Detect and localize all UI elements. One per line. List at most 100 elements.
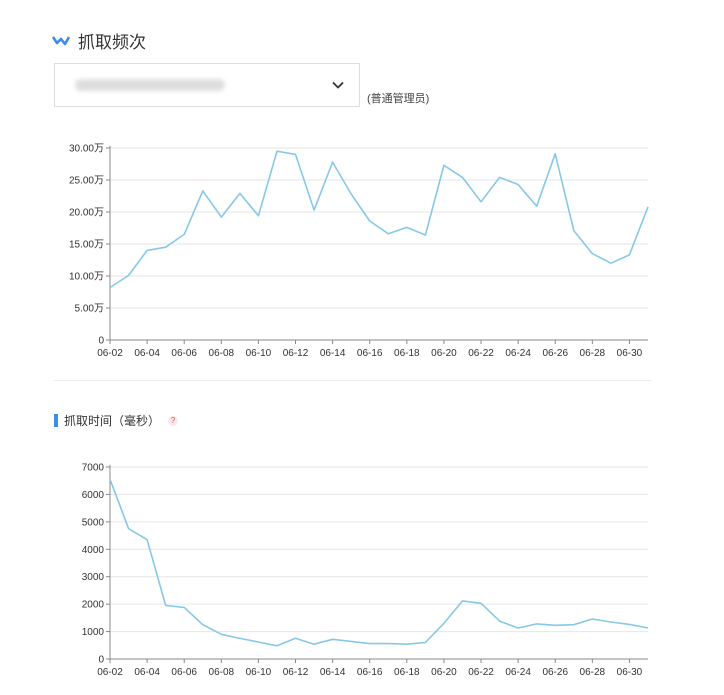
x-tick-label: 06-20: [431, 667, 457, 678]
x-tick-label: 06-24: [505, 348, 531, 359]
x-tick-label: 06-26: [542, 348, 568, 359]
crawl-frequency-chart: 0 5.00万 10.00万 15.00万 20.00万 25.00万 30.00万 06-0…: [69, 144, 650, 359]
freq-data-point[interactable]: [164, 245, 168, 249]
y-tick-label: 5.00万: [75, 304, 104, 315]
x-tick-label: 06-24: [505, 667, 531, 678]
y-tick-label: 5000: [82, 517, 105, 528]
x-tick-label: 06-16: [357, 348, 383, 359]
freq-data-point[interactable]: [553, 152, 557, 156]
freq-data-point[interactable]: [312, 208, 316, 212]
section-marker: [54, 414, 58, 427]
time-data-point[interactable]: [405, 642, 409, 646]
freq-data-point[interactable]: [572, 229, 576, 233]
x-tick-label: 06-08: [209, 667, 235, 678]
x-tick-label: 06-22: [468, 348, 494, 359]
freq-data-point[interactable]: [368, 219, 372, 223]
time-data-point[interactable]: [535, 622, 539, 626]
x-tick-label: 06-06: [171, 348, 197, 359]
y-tick-label: 25.00万: [69, 176, 104, 187]
freq-data-point[interactable]: [331, 160, 335, 164]
x-tick-label: 06-10: [246, 667, 272, 678]
time-data-point[interactable]: [294, 636, 298, 640]
freq-data-point[interactable]: [294, 152, 298, 156]
help-icon[interactable]: ?: [168, 415, 179, 426]
freq-data-point[interactable]: [516, 182, 520, 186]
time-data-point[interactable]: [553, 623, 557, 627]
crawl-time-chart: 0 1000 2000 3000 4000 5000 6000 7000 06-02 06-04 0…: [82, 463, 650, 678]
freq-data-point[interactable]: [386, 232, 390, 236]
time-data-point[interactable]: [108, 477, 112, 481]
y-tick-label: 2000: [82, 600, 105, 611]
time-data-point[interactable]: [127, 527, 131, 531]
freq-data-point[interactable]: [460, 175, 464, 179]
time-data-point[interactable]: [498, 619, 502, 623]
time-data-point[interactable]: [609, 620, 613, 624]
freq-data-point[interactable]: [145, 248, 149, 252]
freq-data-point[interactable]: [590, 252, 594, 256]
x-tick-label: 06-02: [97, 348, 123, 359]
time-data-point[interactable]: [219, 632, 223, 636]
time-data-point[interactable]: [460, 599, 464, 603]
freq-data-point[interactable]: [127, 273, 131, 277]
freq-data-point[interactable]: [535, 204, 539, 208]
time-data-point[interactable]: [164, 604, 168, 608]
chart-logo-icon: [52, 35, 70, 45]
freq-data-point[interactable]: [275, 149, 279, 153]
x-tick-label: 06-14: [320, 667, 346, 678]
y-tick-label: 1000: [82, 627, 105, 638]
freq-data-point[interactable]: [182, 232, 186, 236]
time-data-point[interactable]: [516, 626, 520, 630]
freq-data-point[interactable]: [201, 189, 205, 193]
freq-data-point[interactable]: [219, 215, 223, 219]
time-data-point[interactable]: [590, 617, 594, 621]
freq-data-point[interactable]: [442, 163, 446, 167]
time-data-point[interactable]: [627, 622, 631, 626]
time-data-point[interactable]: [646, 626, 650, 630]
freq-data-point[interactable]: [349, 192, 353, 196]
freq-data-point[interactable]: [479, 200, 483, 204]
time-data-point[interactable]: [368, 642, 372, 646]
freq-data-point[interactable]: [609, 261, 613, 265]
y-tick-label: 0: [98, 655, 104, 666]
freq-series-line: [109, 150, 649, 289]
time-data-point[interactable]: [442, 621, 446, 625]
x-tick-label: 06-04: [134, 667, 160, 678]
site-select-dropdown[interactable]: [54, 63, 360, 107]
freq-data-point[interactable]: [238, 191, 242, 195]
x-tick-label: 06-30: [617, 348, 643, 359]
x-tick-label: 06-12: [283, 348, 309, 359]
time-data-point[interactable]: [201, 623, 205, 627]
time-data-point[interactable]: [479, 601, 483, 605]
admin-role-note: (普通管理员): [367, 93, 430, 105]
time-data-point[interactable]: [238, 636, 242, 640]
x-tick-label: 06-26: [542, 667, 568, 678]
x-tick-label: 06-06: [171, 667, 197, 678]
time-data-point[interactable]: [275, 644, 279, 648]
x-tick-label: 06-28: [580, 348, 606, 359]
freq-data-point[interactable]: [627, 253, 631, 257]
crawl-time-section-header: 抓取时间（毫秒） ?: [54, 412, 179, 429]
freq-data-point[interactable]: [498, 175, 502, 179]
time-data-point[interactable]: [182, 605, 186, 609]
freq-data-point[interactable]: [256, 214, 260, 218]
freq-data-point[interactable]: [108, 286, 112, 290]
x-tick-label: 06-28: [580, 667, 606, 678]
freq-data-point[interactable]: [423, 233, 427, 237]
time-data-point[interactable]: [349, 639, 353, 643]
time-data-point[interactable]: [312, 642, 316, 646]
y-tick-label: 4000: [82, 545, 105, 556]
time-data-point[interactable]: [331, 637, 335, 641]
time-data-point[interactable]: [572, 623, 576, 627]
time-data-point[interactable]: [256, 640, 260, 644]
y-tick-label: 3000: [82, 572, 105, 583]
site-url-value-blurred: [75, 79, 225, 91]
x-tick-label: 06-20: [431, 348, 457, 359]
time-data-point[interactable]: [423, 641, 427, 645]
y-tick-label: 0: [98, 336, 104, 347]
x-tick-label: 06-12: [283, 667, 309, 678]
x-tick-label: 06-14: [320, 348, 346, 359]
freq-data-point[interactable]: [405, 225, 409, 229]
freq-data-point[interactable]: [646, 205, 650, 209]
time-data-point[interactable]: [145, 538, 149, 542]
time-data-point[interactable]: [386, 642, 390, 646]
